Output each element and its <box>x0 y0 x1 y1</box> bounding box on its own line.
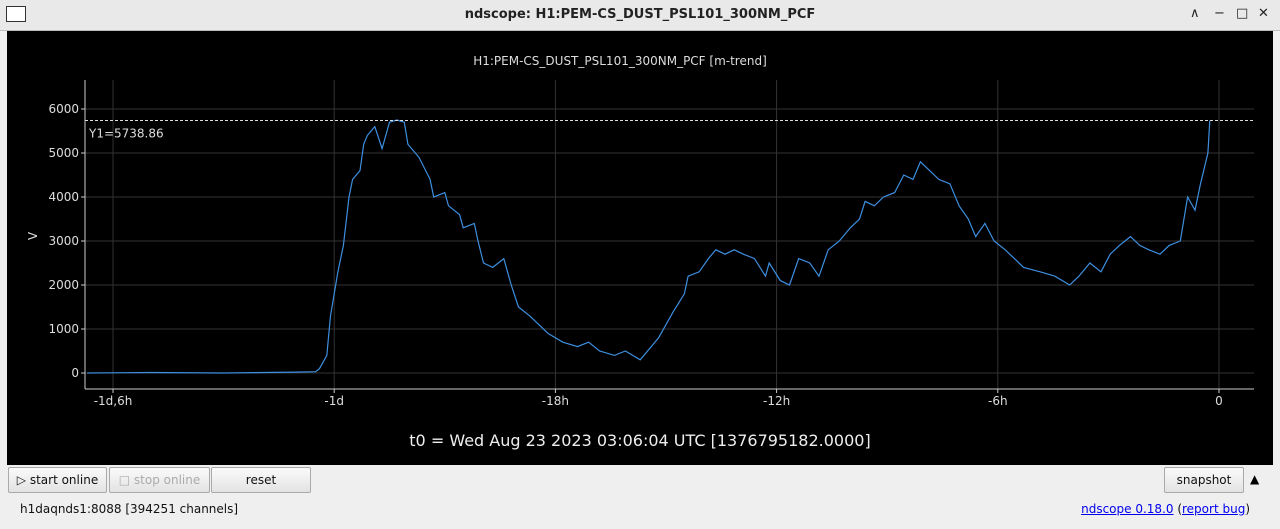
server-status: h1daqnds1:8088 [394251 channels] <box>20 502 239 516</box>
version-info: ndscope 0.18.0 (report bug) <box>1081 502 1250 516</box>
t0-label: t0 = Wed Aug 23 2023 03:06:04 UTC [13767… <box>409 431 870 450</box>
title-bar: ndscope: H1:PEM-CS_DUST_PSL101_300NM_PCF… <box>0 0 1280 31</box>
start-button[interactable]: ▷ start online <box>8 467 107 493</box>
y-tick-label: 0 <box>71 366 79 380</box>
version-link[interactable]: ndscope 0.18.0 <box>1081 502 1174 516</box>
x-tick-label: -6h <box>988 394 1008 408</box>
y-tick-label: 3000 <box>48 234 79 248</box>
y-axis-label: V <box>26 231 40 240</box>
chart-title: H1:PEM-CS_DUST_PSL101_300NM_PCF [m-trend… <box>473 54 767 68</box>
x-tick-label: -18h <box>542 394 569 408</box>
plot: H1:PEM-CS_DUST_PSL101_300NM_PCF [m-trend… <box>7 31 1273 465</box>
window-button[interactable]: − <box>1214 6 1225 21</box>
y-tick-label: 4000 <box>48 190 79 204</box>
window-button[interactable]: □ <box>1236 6 1249 21</box>
x-tick-label: -1d,6h <box>94 394 133 408</box>
window-title: ndscope: H1:PEM-CS_DUST_PSL101_300NM_PCF <box>464 7 816 22</box>
window-button[interactable]: ✕ <box>1258 6 1269 21</box>
button-label: snapshot <box>1176 473 1232 487</box>
y-tick-label: 1000 <box>48 322 79 336</box>
button-label: reset <box>245 473 277 487</box>
expand-button[interactable]: ▲ <box>1250 472 1260 486</box>
x-tick-label: 0 <box>1215 394 1223 408</box>
button-label: stop online <box>133 473 201 487</box>
button-label: start online <box>29 473 99 487</box>
x-tick-label: -1d <box>324 394 344 408</box>
reset-button[interactable]: reset <box>211 467 311 493</box>
cursor-label: Y1=5738.86 <box>88 126 164 140</box>
window-button[interactable]: ∧ <box>1190 6 1200 21</box>
y-tick-label: 2000 <box>48 278 79 292</box>
window-icon[interactable] <box>6 6 26 22</box>
bug-link[interactable]: report bug <box>1182 502 1246 516</box>
snapshot-button[interactable]: snapshot <box>1164 467 1244 493</box>
data-line <box>87 119 1211 374</box>
x-tick-label: -12h <box>763 394 790 408</box>
y-tick-label: 6000 <box>48 102 79 116</box>
y-tick-label: 5000 <box>48 146 79 160</box>
stop-button: □ stop online <box>109 467 210 493</box>
